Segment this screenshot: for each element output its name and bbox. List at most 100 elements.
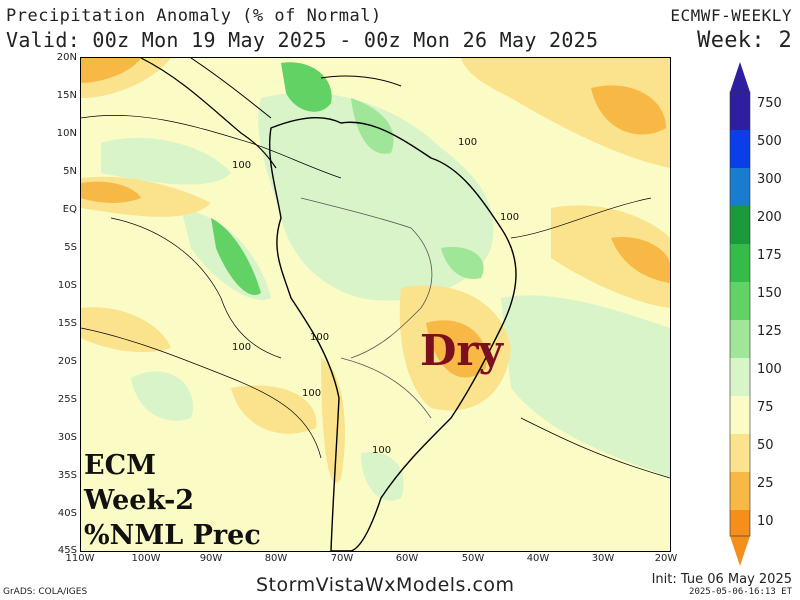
dry-area [426, 320, 487, 378]
lat-label: 10N [56, 128, 77, 139]
lat-label: 15N [56, 90, 77, 101]
precip-anomaly-map [80, 57, 671, 552]
lon-label: 60W [395, 553, 419, 564]
lat-label: 10S [57, 280, 77, 291]
legend-label: 300 [757, 172, 782, 187]
chart-title: Precipitation Anomaly (% of Normal) [6, 6, 382, 26]
country-border [300, 197, 433, 359]
legend-label: 100 [757, 362, 782, 377]
contour-line [520, 417, 670, 479]
wet-area [361, 452, 404, 501]
contour-label: 100 [310, 332, 330, 343]
wet-area [131, 371, 193, 421]
lon-label: 110W [65, 553, 95, 564]
stamp-line: %NML Prec [84, 520, 261, 551]
lat-label: 35S [57, 470, 77, 481]
stamp-line: ECM [84, 450, 156, 481]
legend-frame [729, 91, 751, 537]
lat-label: 20S [57, 356, 77, 367]
contour-line [81, 115, 342, 179]
dry-annotation: Dry [420, 326, 503, 375]
legend-label: 200 [757, 210, 782, 225]
legend-label: 500 [757, 134, 782, 149]
lat-label: 25S [57, 394, 77, 405]
continent-outline [268, 116, 517, 551]
map-svg [81, 58, 670, 551]
legend-arrow-bottom [730, 536, 750, 566]
dry-area [81, 181, 141, 203]
contour-label: 100 [458, 137, 478, 148]
dry-area [461, 58, 670, 168]
legend-swatch [730, 206, 750, 244]
legend-label: 75 [757, 400, 774, 415]
lon-label: 20W [654, 553, 678, 564]
wet-area [281, 62, 332, 112]
legend-swatch [730, 130, 750, 168]
dry-area [611, 237, 670, 283]
grads-credit: GrADS: COLA/IGES [3, 587, 88, 597]
model-name: ECMWF-WEEKLY [670, 6, 792, 25]
lat-label: 5N [63, 166, 77, 177]
country-border [340, 357, 432, 419]
coastline [140, 58, 277, 169]
lon-label: 40W [526, 553, 550, 564]
contour-label: 100 [500, 212, 520, 223]
contour-label: 100 [232, 342, 252, 353]
dry-area [81, 58, 141, 83]
lon-label: 30W [591, 553, 615, 564]
lat-label: 40S [57, 508, 77, 519]
lon-label: 70W [330, 553, 354, 564]
lon-label: 50W [461, 553, 485, 564]
legend-swatch [730, 244, 750, 282]
dry-area [551, 205, 670, 308]
stamp-line: Week-2 [84, 485, 195, 516]
lat-label: 20N [56, 52, 77, 63]
lon-label: 100W [131, 553, 161, 564]
legend-swatch [730, 434, 750, 472]
legend-swatch [730, 168, 750, 206]
generated-time: 2025-05-06-16:13 ET [689, 587, 792, 597]
dry-area [591, 85, 666, 135]
legend-swatch [730, 472, 750, 510]
contour-label: 100 [372, 445, 392, 456]
contour-label: 100 [302, 388, 322, 399]
coastline [320, 75, 402, 87]
dry-area [321, 358, 345, 483]
legend-swatch [730, 396, 750, 434]
legend-label: 125 [757, 324, 782, 339]
color-legend [729, 62, 751, 566]
lon-label: 80W [264, 553, 288, 564]
legend-swatch [730, 282, 750, 320]
contour-line [81, 327, 322, 459]
contour-line [110, 217, 282, 359]
site-watermark: StormVistaWxModels.com [256, 574, 515, 596]
coastline [190, 58, 272, 119]
legend-label: 50 [757, 438, 774, 453]
wet-area [501, 295, 670, 478]
lat-label: EQ [62, 204, 77, 215]
dry-area [81, 307, 171, 353]
legend-label: 750 [757, 96, 782, 111]
legend-label: 150 [757, 286, 782, 301]
legend-swatch [730, 320, 750, 358]
init-time: Init: Tue 06 May 2025 [651, 572, 792, 587]
legend-label: 25 [757, 476, 774, 491]
dry-area [231, 385, 317, 434]
lon-label: 90W [199, 553, 223, 564]
legend-swatch [730, 510, 750, 536]
model-stamp: ECM Week-2 %NML Prec [84, 448, 261, 553]
lat-label: 5S [64, 242, 77, 253]
legend-swatch [730, 358, 750, 396]
valid-period: Valid: 00z Mon 19 May 2025 - 00z Mon 26 … [6, 28, 599, 52]
wet-area [441, 247, 484, 279]
lat-label: 15S [57, 318, 77, 329]
wet-area [258, 92, 494, 301]
lat-label: 45S [57, 545, 77, 556]
legend-label: 10 [757, 514, 774, 529]
contour-line [510, 197, 652, 239]
wet-area [211, 218, 261, 295]
week-label: Week: 2 [697, 28, 792, 53]
wet-area [101, 137, 231, 185]
contour-label: 100 [232, 160, 252, 171]
legend-swatch [730, 92, 750, 130]
